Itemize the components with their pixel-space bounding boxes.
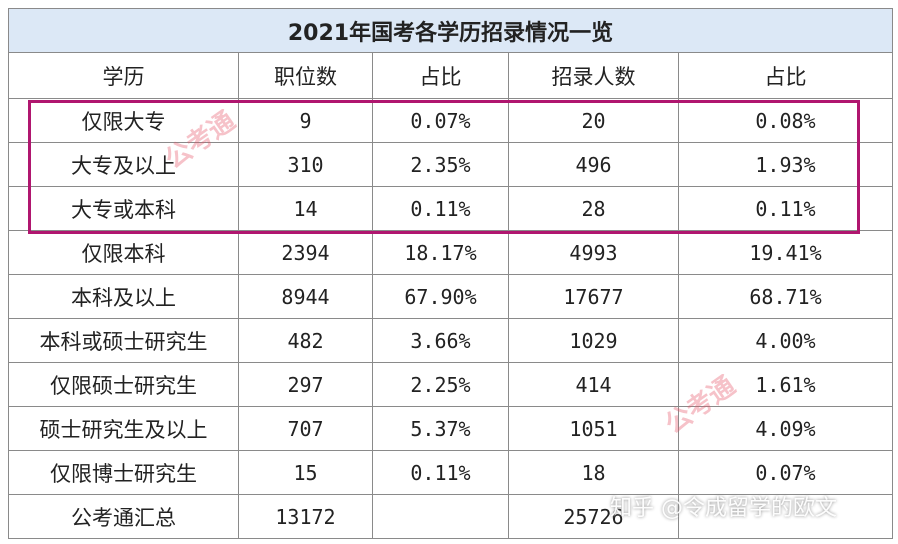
row-label: 大专及以上 [8,142,239,187]
cell: 4.00% [678,318,893,363]
row-label: 仅限大专 [8,98,239,143]
cell: 0.11% [372,450,509,495]
cell: 5.37% [372,406,509,451]
cell: 2.25% [372,362,509,407]
row-label: 仅限博士研究生 [8,450,239,495]
column-header: 职位数 [238,52,373,99]
data-table: 2021年国考各学历招录情况一览 学历 职位数 占比 招录人数 占比 仅限大专 9 0.07% 2… [8,8,893,539]
table-row: 本科或硕士研究生 482 3.66% 1029 4.00% [8,318,893,363]
title-row: 2021年国考各学历招录情况一览 [8,8,893,53]
header-row: 学历 职位数 占比 招录人数 占比 [8,52,893,99]
cell [678,494,893,539]
row-label: 本科或硕士研究生 [8,318,239,363]
table-row: 仅限大专 9 0.07% 20 0.08% [8,98,893,143]
cell: 310 [238,142,373,187]
highlight-box [28,100,860,234]
cell: 1029 [508,318,679,363]
table-row: 本科及以上 8944 67.90% 17677 68.71% [8,274,893,319]
cell: 15 [238,450,373,495]
table-row: 仅限本科 2394 18.17% 4993 19.41% [8,230,893,275]
table-row: 仅限硕士研究生 297 2.25% 414 1.61% [8,362,893,407]
cell: 13172 [238,494,373,539]
cell: 68.71% [678,274,893,319]
table-row: 公考通汇总 13172 25726 [8,494,893,539]
cell: 482 [238,318,373,363]
cell: 707 [238,406,373,451]
cell: 25726 [508,494,679,539]
row-label: 仅限硕士研究生 [8,362,239,407]
table-row: 硕士研究生及以上 707 5.37% 1051 4.09% [8,406,893,451]
cell: 17677 [508,274,679,319]
row-label: 本科及以上 [8,274,239,319]
cell: 2394 [238,230,373,275]
row-label: 大专或本科 [8,186,239,231]
cell: 1051 [508,406,679,451]
cell: 496 [508,142,679,187]
cell: 0.07% [678,450,893,495]
table-title: 2021年国考各学历招录情况一览 [8,8,893,53]
cell: 297 [238,362,373,407]
table-row: 仅限博士研究生 15 0.11% 18 0.07% [8,450,893,495]
cell: 14 [238,186,373,231]
cell: 8944 [238,274,373,319]
cell: 414 [508,362,679,407]
cell: 18.17% [372,230,509,275]
row-label: 公考通汇总 [8,494,239,539]
cell: 9 [238,98,373,143]
column-header: 学历 [8,52,239,99]
watermark: 知乎 @令成留学的欧文 [610,496,837,521]
row-label: 硕士研究生及以上 [8,406,239,451]
column-header: 占比 [678,52,893,99]
cell: 4993 [508,230,679,275]
column-header: 招录人数 [508,52,679,99]
cell: 19.41% [678,230,893,275]
cell [372,494,509,539]
row-label: 仅限本科 [8,230,239,275]
cell: 18 [508,450,679,495]
cell: 67.90% [372,274,509,319]
cell: 3.66% [372,318,509,363]
column-header: 占比 [372,52,509,99]
cell: 4.09% [678,406,893,451]
